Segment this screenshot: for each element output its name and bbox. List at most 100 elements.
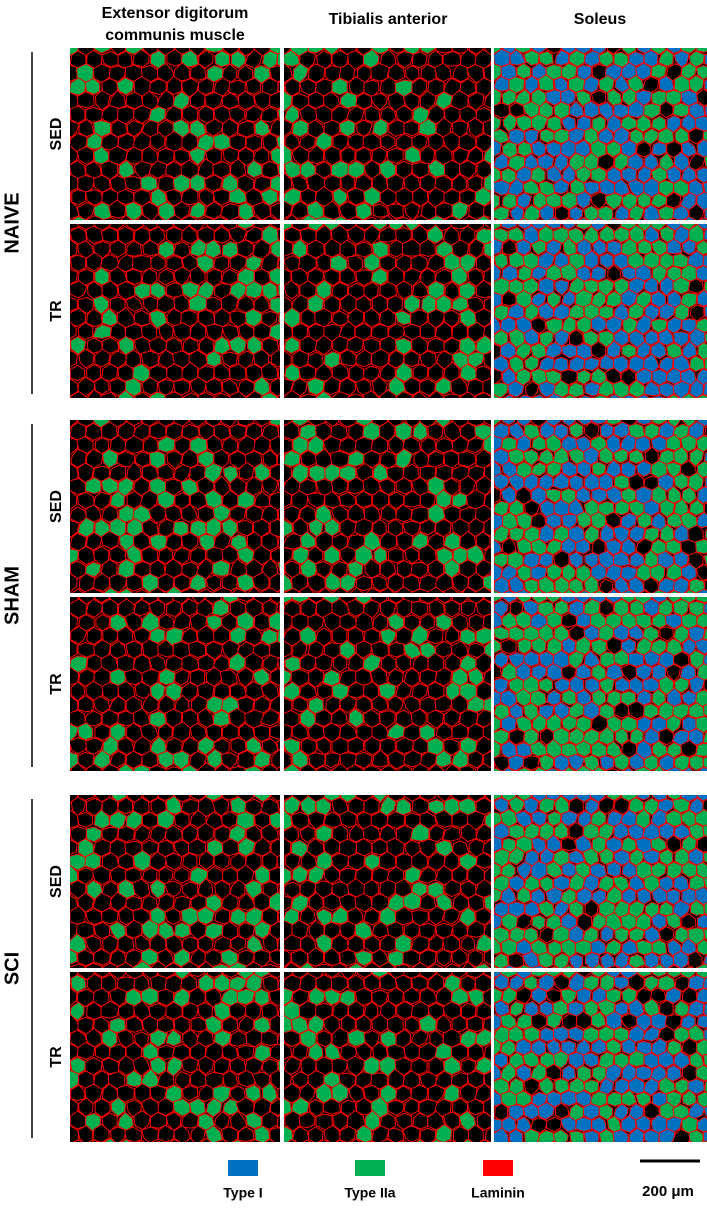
- muscle-fiber: [494, 1063, 503, 1082]
- muscle-fiber: [277, 937, 280, 951]
- muscle-fiber: [702, 824, 707, 838]
- muscle-fiber: [284, 200, 293, 220]
- muscle-fiber: [182, 770, 199, 788]
- muscle-fiber: [494, 589, 501, 593]
- muscle-fiber: [599, 772, 614, 789]
- muscle-fiber: [100, 50, 121, 68]
- muscle-fiber: [614, 950, 630, 968]
- muscle-fiber: [213, 851, 230, 870]
- muscle-fiber: [577, 395, 594, 398]
- muscle-fiber: [680, 48, 697, 54]
- muscle-fiber: [46, 812, 63, 830]
- muscle-fiber: [509, 398, 525, 413]
- muscle-fiber: [101, 598, 119, 618]
- muscle-fiber: [213, 973, 231, 993]
- muscle-fiber: [182, 336, 199, 355]
- muscle-fiber: [222, 597, 239, 604]
- micrograph: [284, 597, 491, 771]
- muscle-fiber: [427, 972, 445, 993]
- muscle-fiber: [426, 224, 444, 244]
- muscle-fiber: [277, 218, 280, 220]
- muscle-fiber: [269, 724, 280, 740]
- micrograph: [284, 795, 491, 968]
- muscle-fiber: [46, 242, 62, 259]
- muscle-fiber: [284, 895, 293, 912]
- muscle-fiber: [150, 254, 166, 272]
- muscle-fiber: [546, 115, 562, 132]
- muscle-fiber: [347, 160, 366, 179]
- muscle-fiber: [260, 963, 279, 968]
- muscle-fiber: [494, 653, 496, 658]
- muscle-fiber: [268, 24, 284, 40]
- muscle-fiber: [277, 425, 280, 438]
- muscle-fiber: [124, 611, 143, 634]
- muscle-fiber: [606, 340, 622, 359]
- muscle-fiber: [703, 1054, 707, 1068]
- muscle-fiber: [475, 907, 491, 926]
- micrograph: [494, 772, 707, 968]
- muscle-fiber: [46, 92, 63, 110]
- muscle-fiber: [501, 238, 518, 256]
- muscle-fiber: [270, 597, 280, 604]
- muscle-fiber: [575, 564, 593, 583]
- muscle-fiber: [644, 772, 659, 788]
- muscle-fiber: [443, 309, 460, 328]
- muscle-fiber: [278, 22, 295, 41]
- muscle-fiber: [509, 24, 525, 42]
- muscle-fiber: [46, 1017, 63, 1033]
- muscle-fiber: [687, 1140, 692, 1142]
- muscle-fiber: [277, 768, 294, 787]
- muscle-fiber: [246, 215, 262, 220]
- muscle-fiber: [306, 837, 325, 858]
- muscle-fiber: [119, 214, 133, 220]
- muscle-fiber: [545, 433, 563, 453]
- muscle-fiber: [197, 49, 214, 69]
- muscle-fiber: [70, 463, 79, 484]
- muscle-fiber: [458, 159, 477, 180]
- muscle-fiber: [605, 740, 623, 759]
- muscle-fiber: [197, 77, 215, 95]
- muscle-fiber: [118, 389, 134, 398]
- muscle-fiber: [681, 486, 697, 505]
- muscle-fiber: [643, 703, 659, 720]
- muscle-fiber: [39, 201, 54, 217]
- muscle-fiber: [665, 63, 683, 82]
- muscle-fiber: [427, 280, 445, 300]
- muscle-fiber: [379, 214, 394, 220]
- muscle-fiber: [134, 934, 152, 952]
- muscle-fiber: [38, 23, 54, 43]
- muscle-fiber: [628, 576, 646, 593]
- muscle-fiber: [156, 62, 175, 83]
- muscle-fiber: [323, 294, 341, 314]
- muscle-fiber: [212, 587, 232, 593]
- muscle-fiber: [284, 224, 293, 231]
- muscle-fiber: [70, 200, 80, 220]
- group-label: SCI: [1, 952, 23, 985]
- muscle-fiber: [291, 119, 309, 138]
- muscle-fiber: [298, 364, 317, 381]
- muscle-fiber: [135, 589, 150, 593]
- muscle-fiber: [348, 708, 364, 728]
- muscle-fiber: [70, 349, 78, 368]
- muscle-fiber: [494, 1052, 509, 1069]
- muscle-fiber: [252, 836, 271, 857]
- muscle-fiber: [443, 393, 460, 398]
- muscle-fiber: [621, 939, 639, 956]
- muscle-fiber: [70, 741, 72, 753]
- muscle-fiber: [494, 965, 499, 968]
- muscle-fiber: [166, 75, 183, 95]
- muscle-fiber: [613, 1026, 630, 1043]
- muscle-fiber: [45, 961, 62, 977]
- micrograph: [268, 24, 491, 220]
- muscle-fiber: [307, 48, 324, 54]
- muscle-fiber: [230, 737, 247, 755]
- muscle-fiber: [538, 50, 554, 66]
- muscle-fiber: [331, 77, 348, 96]
- muscle-fiber: [284, 795, 293, 802]
- muscle-fiber: [643, 1141, 644, 1142]
- muscle-fiber: [467, 642, 486, 659]
- muscle-fiber: [576, 224, 593, 231]
- muscle-fiber: [212, 559, 231, 577]
- legend-swatch: [355, 1160, 385, 1176]
- muscle-fiber: [460, 395, 476, 413]
